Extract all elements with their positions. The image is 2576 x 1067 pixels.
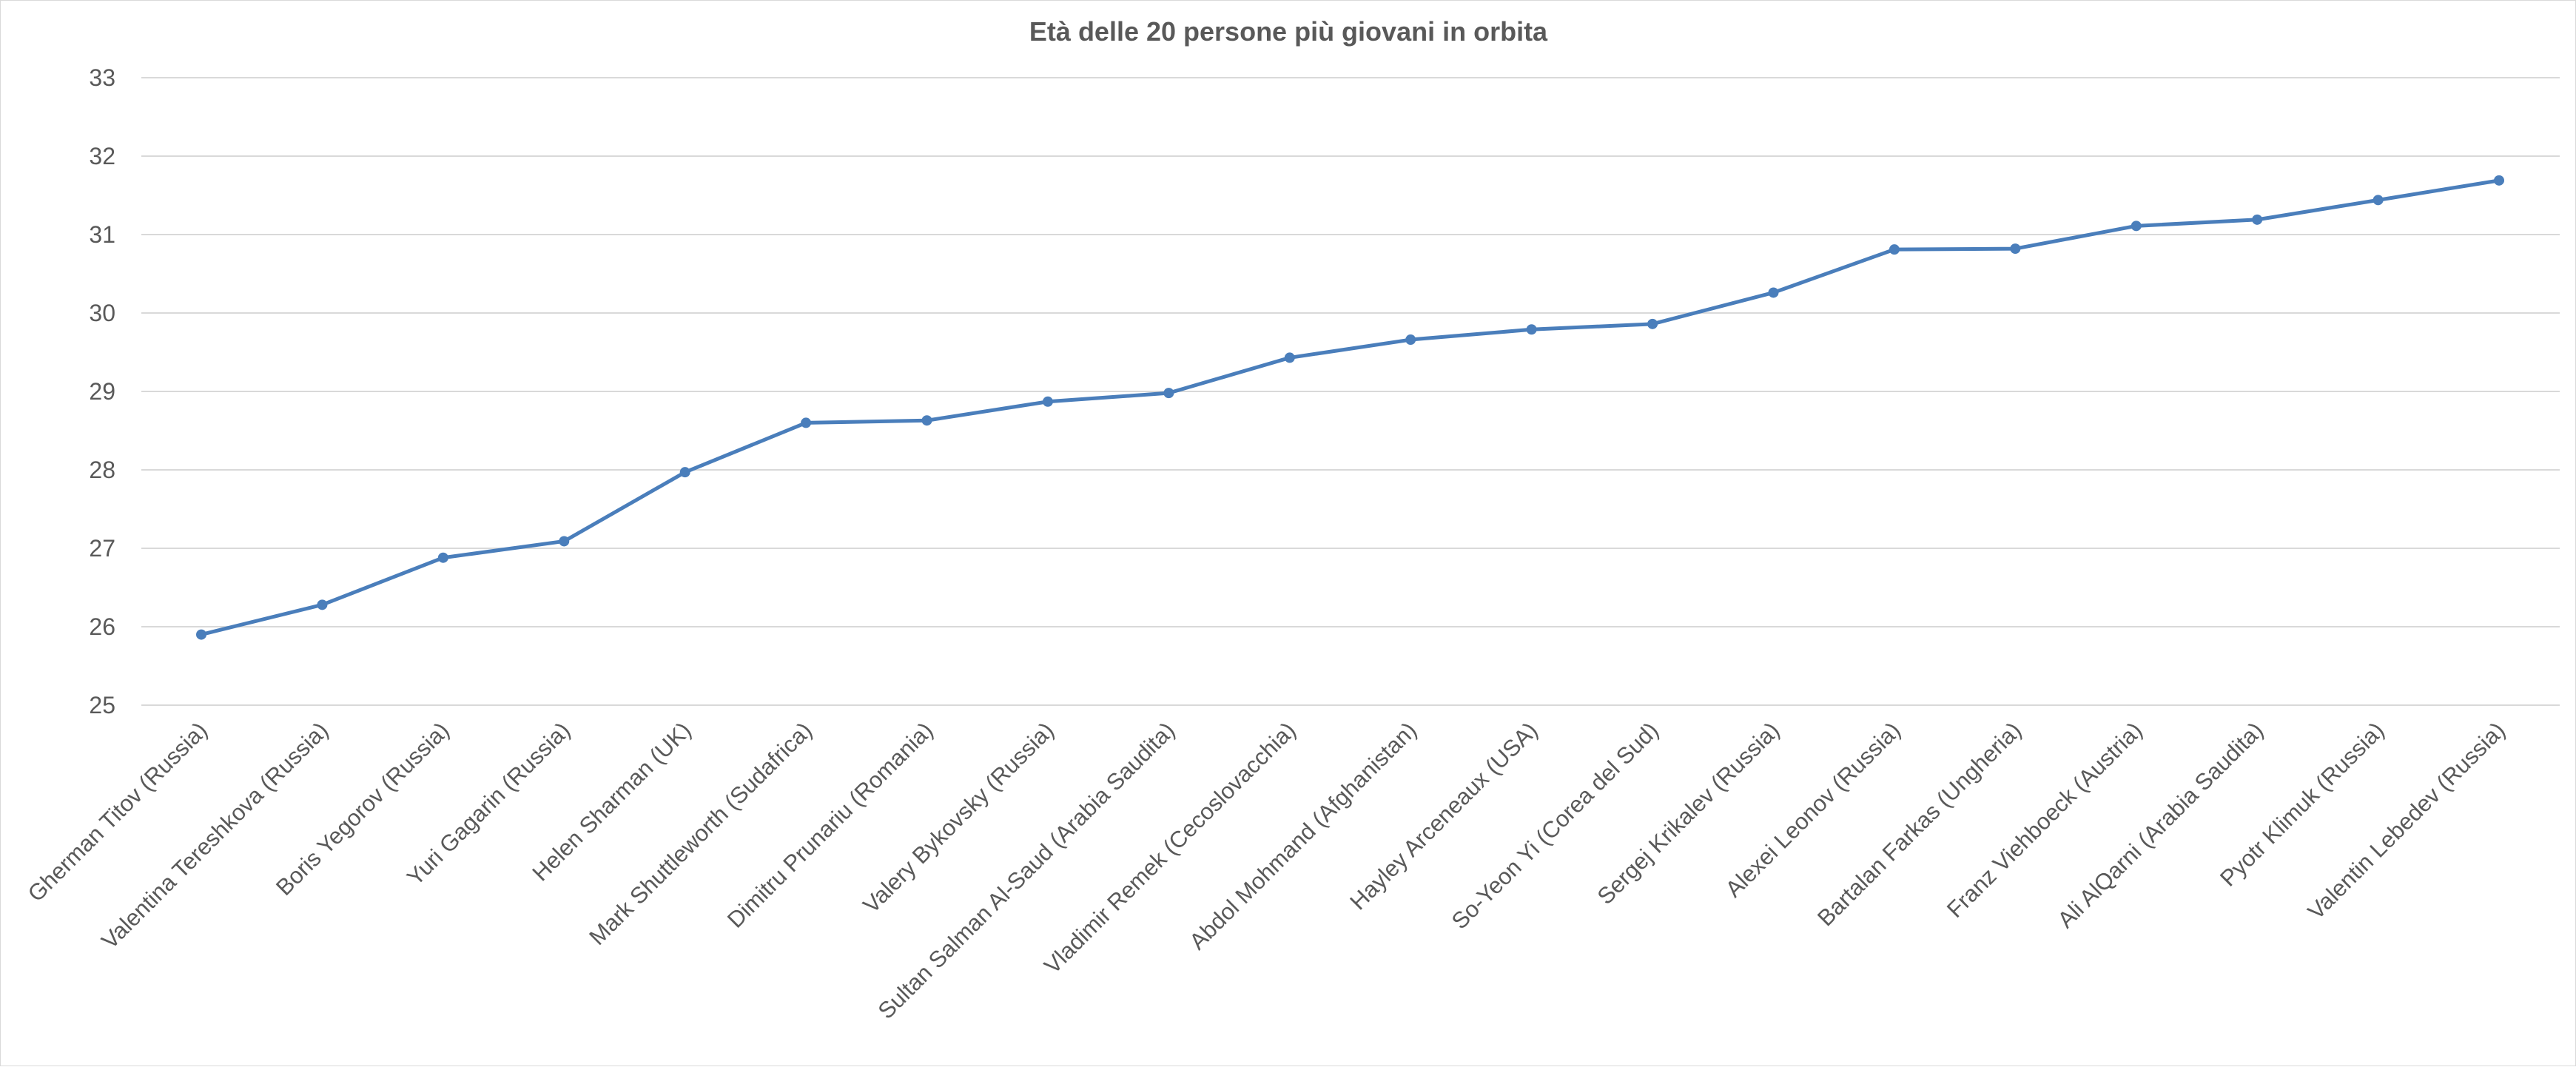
data-point[interactable]	[801, 417, 812, 428]
x-tick-label: Vladimir Remek (Cecoslovacchia)	[1039, 717, 1301, 979]
y-tick-label: 32	[89, 143, 115, 169]
y-axis-tick-labels: 25 26 27 28 29 30 31 32 33	[89, 64, 115, 718]
x-tick-label: Mark Shuttleworth (Sudafrica)	[584, 717, 817, 950]
y-tick-label: 29	[89, 378, 115, 405]
data-point[interactable]	[437, 552, 448, 563]
data-point[interactable]	[1405, 334, 1416, 346]
y-tick-label: 26	[89, 613, 115, 640]
x-tick-label: Dimitru Prunariu (Romania)	[722, 717, 938, 933]
x-axis-tick-labels: Gherman Titov (Russia)Valentina Tereshko…	[23, 717, 2510, 1024]
data-point[interactable]	[2252, 214, 2263, 225]
x-tick-label: Abdol Mohmand (Afghanistan)	[1184, 717, 1422, 955]
x-tick-label: Franz Viehboeck (Austria)	[1942, 717, 2148, 923]
data-point[interactable]	[1284, 352, 1295, 363]
series-line	[201, 178, 2500, 637]
y-tick-label: 25	[89, 692, 115, 718]
data-point[interactable]	[1889, 244, 1900, 255]
y-tick-label: 33	[89, 64, 115, 91]
data-point[interactable]	[2494, 175, 2504, 186]
data-point[interactable]	[679, 467, 690, 478]
x-tick-label: Valentina Tereshkova (Russia)	[96, 717, 333, 954]
x-tick-label: Valery Bykovsky (Russia)	[858, 717, 1059, 918]
x-tick-label: Valentin Lebedev (Russia)	[2303, 717, 2510, 924]
data-point[interactable]	[1042, 396, 1053, 407]
data-point[interactable]	[1768, 287, 1779, 298]
y-tick-label: 28	[89, 457, 115, 483]
data-point[interactable]	[317, 599, 328, 610]
y-tick-label: 31	[89, 221, 115, 248]
x-tick-label: Bartalan Farkas (Ungheria)	[1812, 717, 2026, 931]
data-point[interactable]	[559, 536, 570, 547]
grid-lines	[141, 77, 2560, 706]
data-point[interactable]	[921, 415, 932, 426]
series	[196, 175, 2504, 640]
data-point[interactable]	[2372, 195, 2384, 206]
data-point[interactable]	[196, 629, 206, 640]
data-point[interactable]	[1163, 388, 1174, 399]
y-tick-label: 27	[89, 535, 115, 562]
data-point[interactable]	[1647, 318, 1658, 329]
y-tick-label: 30	[89, 300, 115, 326]
data-point[interactable]	[2131, 221, 2142, 232]
data-point[interactable]	[2010, 243, 2021, 255]
x-tick-label: So-Yeon Yi (Corea del Sud)	[1447, 717, 1664, 934]
x-tick-label: Ali AlQarni (Arabia Saudita)	[2053, 717, 2269, 933]
chart-title: Età delle 20 persone più giovani in orbi…	[1029, 16, 1548, 47]
data-point[interactable]	[1526, 324, 1537, 335]
